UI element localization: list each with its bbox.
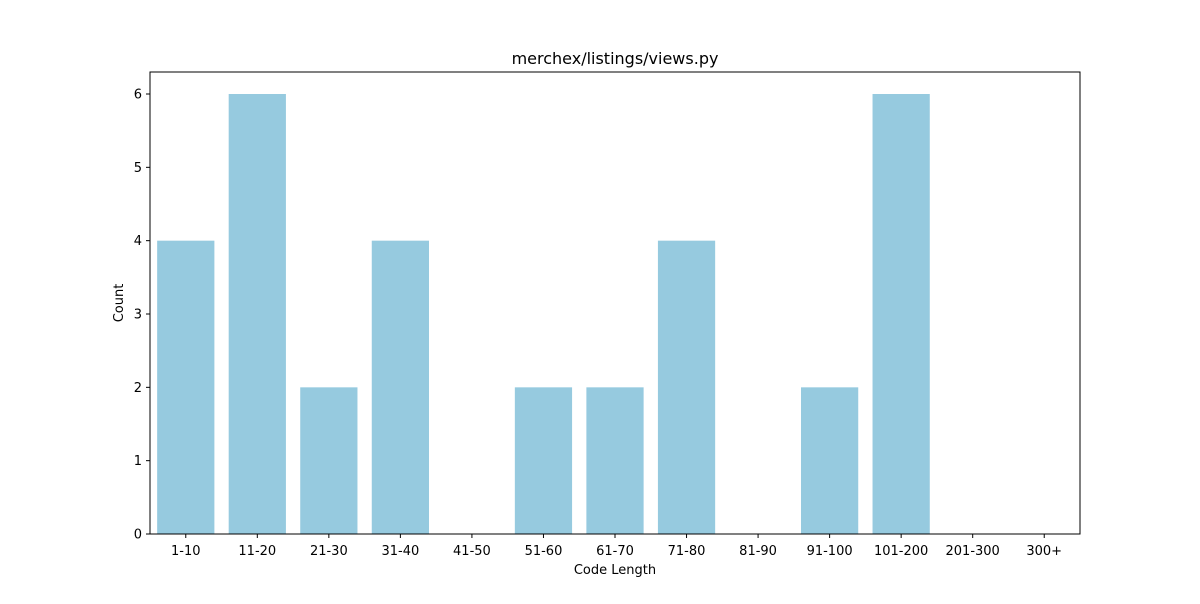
x-tick-label-11-20: 11-20 xyxy=(238,544,276,559)
bar-71-80 xyxy=(657,240,716,534)
x-tick-label-51-60: 51-60 xyxy=(525,544,563,559)
bars-layer xyxy=(157,94,930,534)
y-tick-label-6: 6 xyxy=(134,88,142,103)
x-tick-label-1-10: 1-10 xyxy=(171,544,201,559)
x-tick-label-81-90: 81-90 xyxy=(739,544,777,559)
y-tick-label-4: 4 xyxy=(134,234,142,249)
y-tick-label-5: 5 xyxy=(134,161,142,176)
bar-61-70 xyxy=(586,387,644,534)
x-tick-label-61-70: 61-70 xyxy=(596,544,634,559)
bar-101-200 xyxy=(872,94,930,534)
x-tick-label-101-200: 101-200 xyxy=(874,544,928,559)
y-axis: 0 1 2 3 4 5 6 xyxy=(134,88,150,543)
x-tick-label-71-80: 71-80 xyxy=(668,544,706,559)
bar-21-30 xyxy=(300,387,358,534)
y-axis-title: Count xyxy=(112,284,127,323)
y-tick-label-0: 0 xyxy=(134,528,142,543)
y-tick-label-3: 3 xyxy=(134,308,142,323)
x-tick-label-91-100: 91-100 xyxy=(807,544,853,559)
x-tick-label-21-30: 21-30 xyxy=(310,544,348,559)
x-tick-label-201-300: 201-300 xyxy=(946,544,1000,559)
bar-51-60 xyxy=(514,387,573,534)
y-tick-label-2: 2 xyxy=(134,381,142,396)
bar-31-40 xyxy=(371,240,429,534)
y-tick-label-1: 1 xyxy=(134,454,142,469)
chart-title: merchex/listings/views.py xyxy=(512,49,719,68)
x-tick-label-300+: 300+ xyxy=(1026,544,1062,559)
plot-frame xyxy=(149,71,1081,535)
x-axis-title: Code Length xyxy=(574,563,656,578)
x-tick-label-41-50: 41-50 xyxy=(453,544,491,559)
bar-11-20 xyxy=(228,94,286,534)
bar-91-100 xyxy=(801,387,859,534)
x-tick-label-31-40: 31-40 xyxy=(381,544,419,559)
x-axis: 1-10 11-20 21-30 31-40 41-50 51-60 61-70 71-80 8… xyxy=(171,534,1062,559)
bar-1-10 xyxy=(157,240,215,534)
